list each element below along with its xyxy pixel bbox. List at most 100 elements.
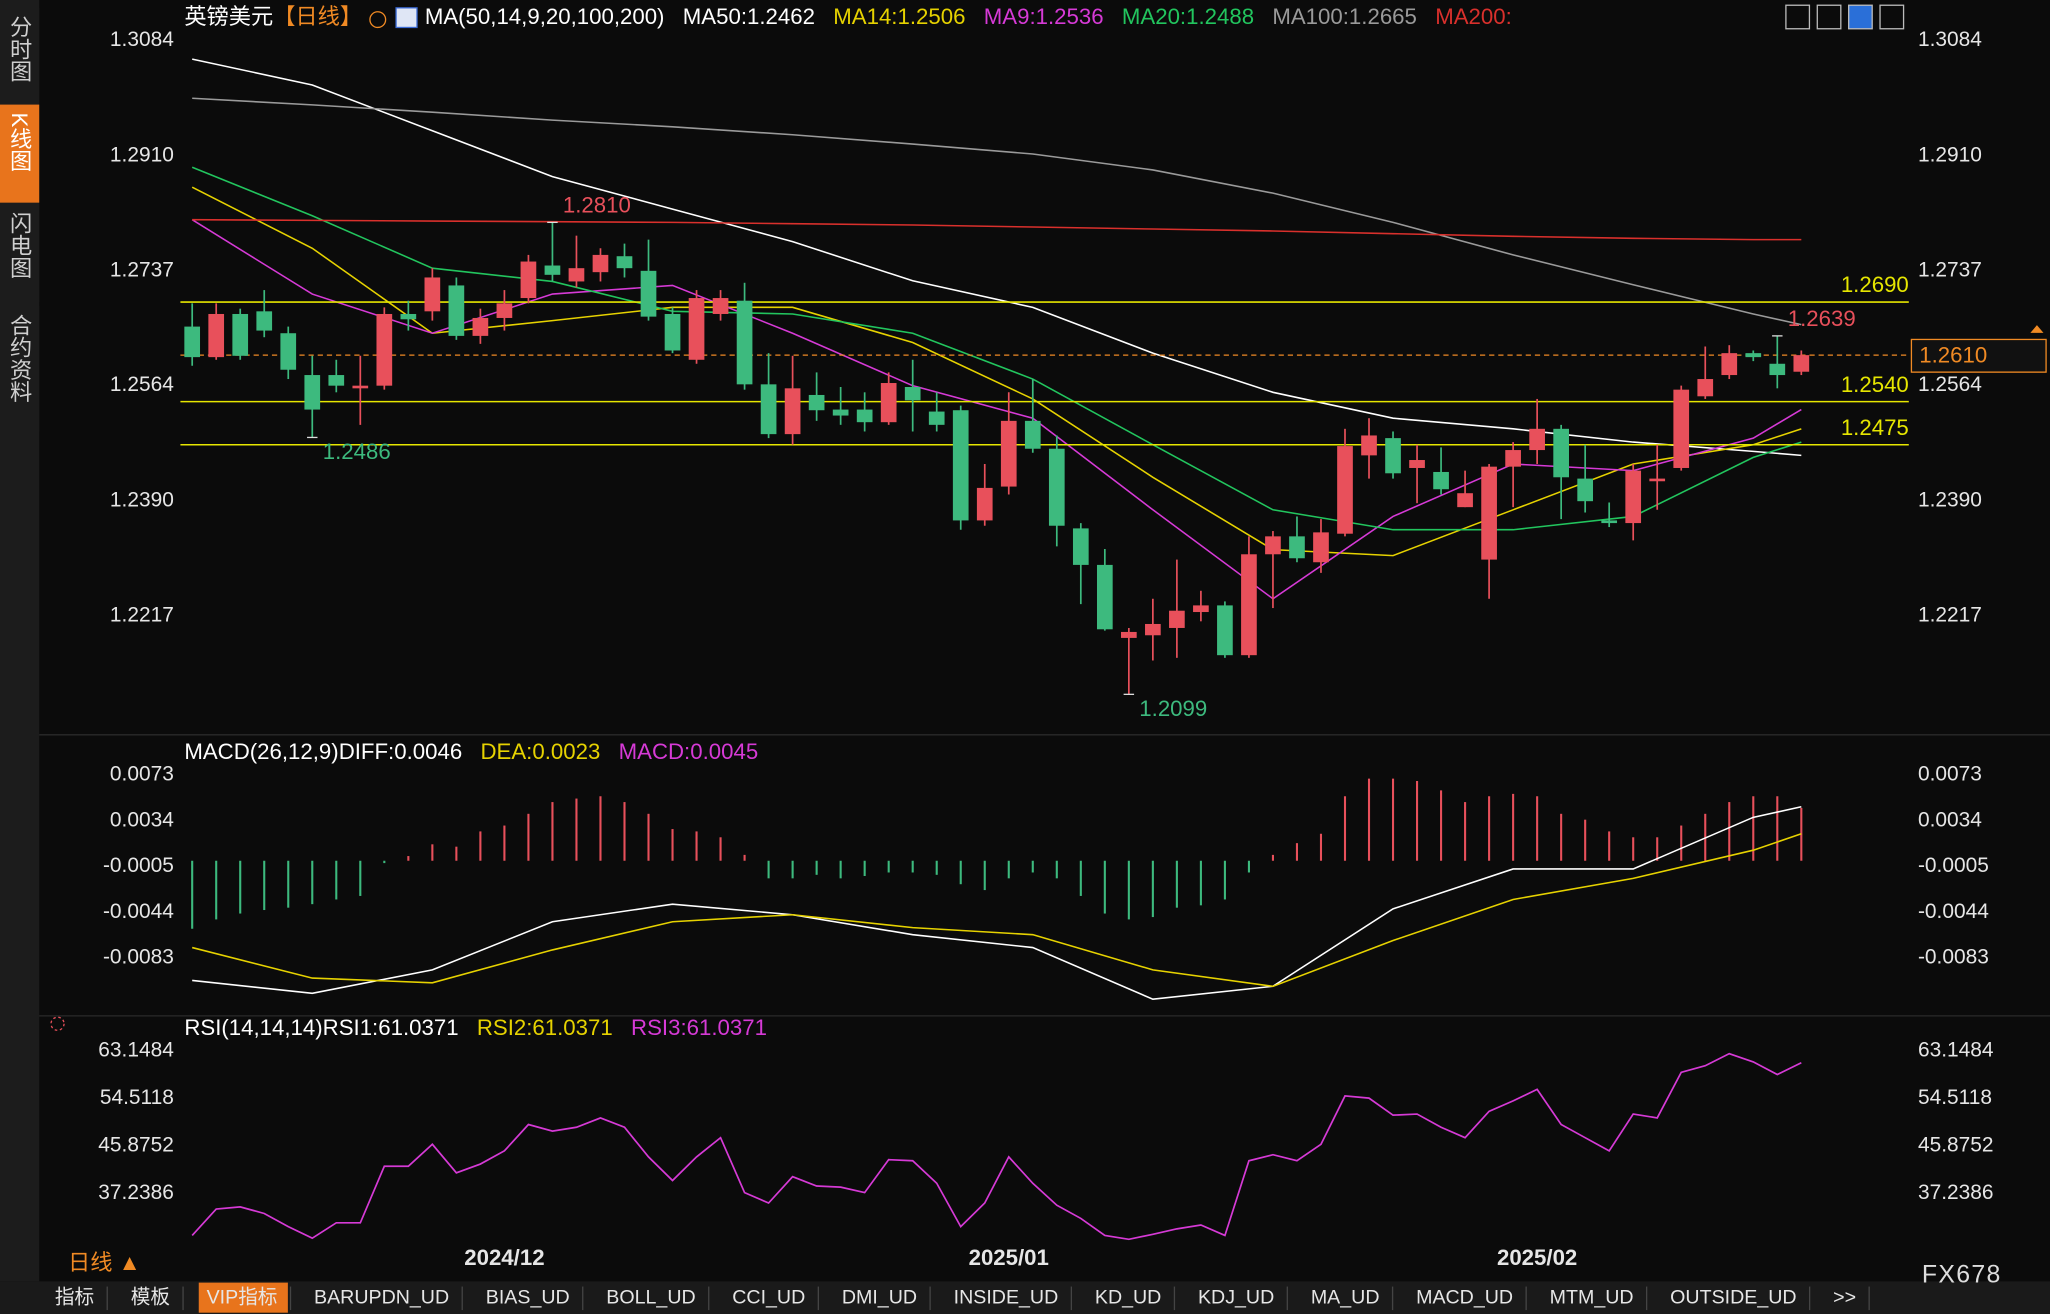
y-tick-label-right: 1.2390 xyxy=(1918,489,1982,512)
candle-body xyxy=(1265,536,1281,555)
footer-tab[interactable] xyxy=(1087,1282,1172,1313)
icon-button[interactable] xyxy=(1785,4,1811,30)
footer-tab[interactable] xyxy=(1408,1282,1524,1313)
footer-tab[interactable] xyxy=(834,1282,928,1313)
footer-tab[interactable] xyxy=(477,1282,581,1313)
sidebar-tab[interactable] xyxy=(0,203,40,303)
candle-body xyxy=(952,410,969,521)
footer-tab-label[interactable]: CCI_UD xyxy=(732,1286,805,1308)
y-tick-label: 54.5118 xyxy=(100,1086,174,1109)
chart-subtitle[interactable]: 【日线】 xyxy=(273,4,362,29)
candle-body xyxy=(304,375,321,410)
candle-body xyxy=(736,300,753,385)
legend-entry: MACD:0.0045 xyxy=(619,739,759,764)
candle-body xyxy=(1793,355,1810,372)
last-price-arrow xyxy=(2030,325,2044,333)
y-tick-label-right: -0.0044 xyxy=(1918,900,1989,923)
candle-body xyxy=(1625,470,1642,524)
y-tick-label-right: -0.0005 xyxy=(1918,854,1989,877)
last-price-label: 1.2610 xyxy=(1919,342,1987,367)
candle-body xyxy=(1481,466,1497,560)
y-tick-label-right: 0.0034 xyxy=(1918,808,1982,831)
x-tick-label: 2024/12 xyxy=(464,1245,544,1270)
period-selector[interactable]: 日线 ▲ xyxy=(68,1250,141,1275)
y-tick-label: 45.8752 xyxy=(98,1134,174,1157)
candle-body xyxy=(1241,554,1257,656)
candle-body xyxy=(1193,605,1209,613)
footer-tab[interactable] xyxy=(1303,1282,1390,1313)
footer-tab-label[interactable]: >> xyxy=(1833,1286,1856,1308)
legend-entry: RSI2:61.0371 xyxy=(477,1015,613,1040)
candle-body xyxy=(1072,528,1089,565)
sidebar-tab-label[interactable]: K线图 xyxy=(7,112,32,172)
footer-tab[interactable] xyxy=(1825,1282,1867,1313)
candle-body xyxy=(1145,623,1161,636)
footer-tab-label[interactable]: MA_UD xyxy=(1311,1286,1380,1308)
toolbar-icons[interactable] xyxy=(1785,4,1905,30)
candle-body xyxy=(1289,536,1305,559)
settings-icon[interactable] xyxy=(50,1016,65,1031)
legend-entry: MA100:1.2665 xyxy=(1272,4,1417,29)
candle-body xyxy=(1048,448,1065,526)
footer-tab-label[interactable]: MTM_UD xyxy=(1550,1286,1634,1308)
footer-tab-label[interactable]: BOLL_UD xyxy=(606,1286,695,1308)
x-tick-label: 2025/01 xyxy=(969,1245,1049,1270)
footer-tab[interactable] xyxy=(198,1282,288,1313)
candle-body xyxy=(1337,446,1353,534)
footer-tab-label[interactable]: BARUPDN_UD xyxy=(314,1286,449,1308)
footer-tab-label[interactable]: MACD_UD xyxy=(1416,1286,1513,1308)
moving-average-line xyxy=(192,97,1802,326)
footer-tab-label[interactable]: BIAS_UD xyxy=(486,1286,570,1308)
candle-body xyxy=(1361,435,1377,456)
footer-tab[interactable] xyxy=(1541,1282,1645,1313)
footer-tab-label[interactable]: INSIDE_UD xyxy=(954,1286,1059,1308)
candle-body xyxy=(856,409,873,423)
indicator-icon[interactable] xyxy=(395,7,418,29)
footer-tab[interactable] xyxy=(306,1282,460,1313)
candle-body xyxy=(880,383,897,423)
macd-line xyxy=(192,806,1802,1001)
candle-body xyxy=(1000,420,1017,487)
footer-tab-label[interactable]: KDJ_UD xyxy=(1198,1286,1274,1308)
footer-tab[interactable] xyxy=(47,1282,105,1313)
y-tick-label: 1.3084 xyxy=(110,28,174,51)
sidebar-tab[interactable] xyxy=(0,305,40,432)
moving-average-line xyxy=(191,166,1802,531)
footer-tab[interactable] xyxy=(1190,1282,1285,1313)
y-tick-label-right: 0.0073 xyxy=(1918,763,1982,786)
candle-body xyxy=(1313,532,1329,563)
footer-tab-label[interactable]: DMI_UD xyxy=(842,1286,917,1308)
sidebar-tab[interactable] xyxy=(0,7,40,106)
candle-body xyxy=(1577,478,1594,502)
candle-body xyxy=(184,326,201,358)
footer-tab-label[interactable]: 模板 xyxy=(131,1286,170,1308)
footer-tab-label[interactable]: OUTSIDE_UD xyxy=(1670,1286,1796,1308)
candle-body xyxy=(328,375,345,386)
candle-body xyxy=(976,487,993,521)
footer-tab-label[interactable]: KD_UD xyxy=(1095,1286,1161,1308)
footer-tab[interactable] xyxy=(724,1282,816,1313)
candle-body xyxy=(1673,389,1690,468)
footer-tab[interactable] xyxy=(122,1282,181,1313)
sidebar-tab-label[interactable]: 分时图 xyxy=(7,15,32,82)
y-tick-label: 0.0073 xyxy=(110,763,174,786)
icon-button[interactable] xyxy=(1879,4,1905,30)
sidebar-tab[interactable] xyxy=(0,104,40,203)
level-label: 1.2540 xyxy=(1841,372,1909,397)
add-icon[interactable] xyxy=(369,11,387,29)
footer-tab-label[interactable]: VIP指标 xyxy=(207,1286,278,1308)
moving-average-line xyxy=(192,218,1802,241)
icon-button[interactable] xyxy=(1816,4,1842,30)
y-tick-label-right: 54.5118 xyxy=(1918,1086,1992,1109)
icon-button[interactable] xyxy=(1848,4,1873,30)
footer-tab[interactable] xyxy=(945,1282,1069,1313)
footer-tab[interactable] xyxy=(1662,1282,1808,1313)
footer-tab[interactable] xyxy=(598,1282,707,1313)
candle-body xyxy=(232,313,249,356)
sidebar-tab-label[interactable]: 合约资料 xyxy=(7,313,32,403)
y-tick-label-right: 45.8752 xyxy=(1918,1134,1994,1157)
footer-tab-label[interactable]: 指标 xyxy=(55,1286,94,1308)
sidebar-tab-label[interactable]: 闪电图 xyxy=(7,211,32,278)
